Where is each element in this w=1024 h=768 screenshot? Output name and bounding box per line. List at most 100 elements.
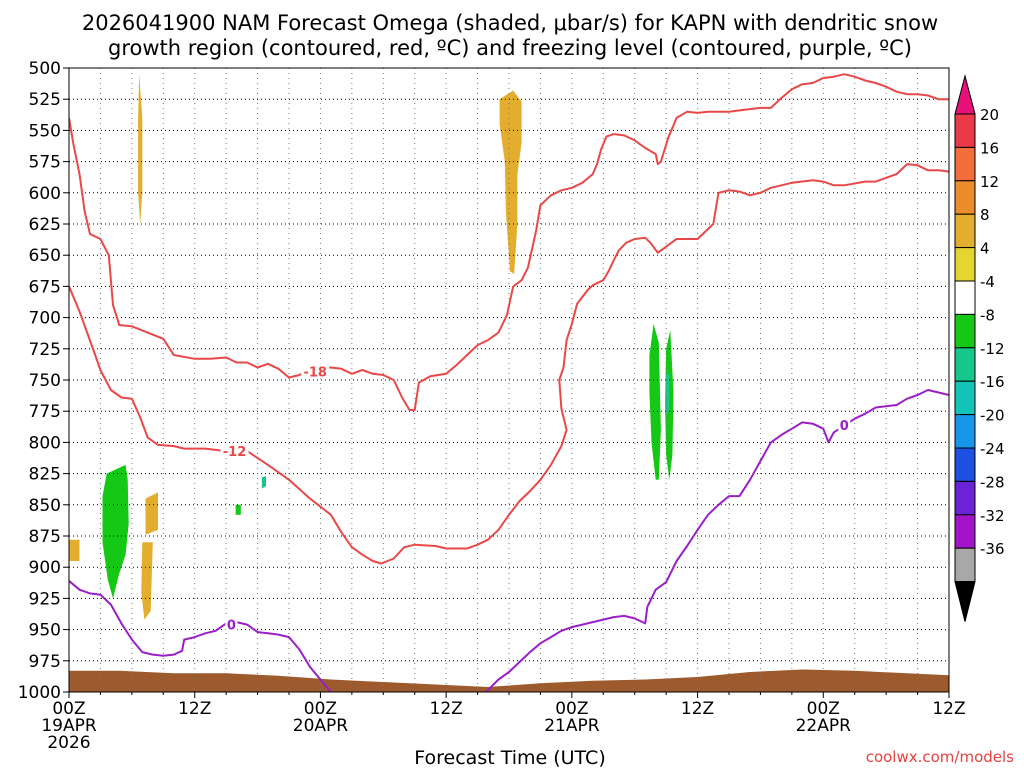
chart-title-line2: growth region (contoured, red, ºC) and f… — [108, 36, 912, 60]
contour-line-3 — [485, 389, 949, 692]
y-tick-label-525: 525 — [29, 90, 61, 110]
contour-label-2: 0 — [227, 619, 236, 634]
contour-label-1: -12 — [223, 445, 247, 460]
omega-region-7 — [223, 373, 278, 599]
colorbar-segment-2 — [954, 180, 976, 215]
colorbar-label-13: -36 — [980, 540, 1005, 558]
x-tick-label-0-0: 00Z — [52, 699, 85, 719]
y-tick-label-675: 675 — [29, 277, 61, 297]
colorbar-segment-9 — [954, 414, 976, 449]
y-tick-label-550: 550 — [29, 121, 61, 141]
colorbar-segment-8 — [954, 380, 976, 416]
y-tick-label-575: 575 — [29, 153, 61, 173]
omega-region-0 — [69, 68, 94, 187]
x-tick-label-84-0: 12Z — [932, 699, 965, 719]
x-tick-label-36-0: 12Z — [430, 699, 463, 719]
y-tick-label-900: 900 — [29, 558, 61, 578]
chart-title-line1: 2026041900 NAM Forecast Omega (shaded, μ… — [82, 11, 938, 35]
colorbar-label-12: -32 — [980, 507, 1005, 525]
omega-region-9 — [261, 476, 266, 489]
x-tick-label-24-1: 20APR — [293, 716, 349, 736]
colorbar-label-11: -28 — [980, 473, 1005, 491]
ground-layer — [69, 669, 949, 692]
y-tick-label-500: 500 — [29, 59, 61, 79]
omega-region-8 — [235, 504, 241, 515]
colorbar-label-10: -24 — [980, 440, 1005, 458]
colorbar-label-9: -20 — [980, 407, 1005, 425]
y-tick-label-600: 600 — [29, 184, 61, 204]
omega-region-2 — [69, 539, 80, 561]
y-tick-label-800: 800 — [29, 433, 61, 453]
credit-text: coolwx.com/models — [866, 748, 1014, 766]
x-tick-label-24-0: 00Z — [304, 699, 337, 719]
y-tick-label-950: 950 — [29, 621, 61, 641]
colorbar-segment-13 — [954, 547, 976, 583]
colorbar-bottom-arrow — [954, 581, 976, 622]
x-tick-label-0-1: 19APR — [41, 716, 97, 736]
colorbar-segment-6 — [954, 313, 976, 349]
contour-line-0 — [69, 73, 949, 411]
x-tick-label-48-1: 21APR — [544, 716, 600, 736]
colorbar-label-0: 20 — [980, 106, 999, 124]
colorbar-segment-5 — [954, 280, 976, 315]
x-tick-label-0-2: 2026 — [47, 733, 90, 753]
omega-region-4 — [141, 542, 153, 620]
y-tick-label-875: 875 — [29, 527, 61, 547]
colorbar-label-4: 4 — [980, 240, 990, 258]
contour-line-2 — [69, 580, 332, 692]
colorbar-top-arrow — [954, 74, 976, 115]
colorbar-label-5: -4 — [980, 273, 995, 291]
colorbar-label-2: 12 — [980, 173, 999, 191]
colorbar: 20 16 12 8 4 -4 -8 -12 -16 -20 -24 -28 -32 -36 — [954, 74, 1005, 622]
omega-shading — [69, 68, 811, 649]
colorbar-segment-7 — [954, 347, 976, 382]
contour-label-bg-2 — [225, 616, 238, 632]
contour-label-3: 0 — [840, 419, 849, 434]
x-tick-label-72-0: 00Z — [807, 699, 840, 719]
colorbar-segment-4 — [954, 247, 976, 282]
contour-label-bg-3 — [838, 416, 851, 432]
y-tick-label-750: 750 — [29, 371, 61, 391]
grid-lines — [69, 68, 949, 692]
colorbar-segment-10 — [954, 447, 976, 482]
omega-region-11 — [552, 529, 575, 649]
y-tick-label-825: 825 — [29, 465, 61, 485]
y-tick-label-650: 650 — [29, 246, 61, 266]
omega-region-10 — [499, 90, 522, 274]
y-tick-label-1000: 1000 — [18, 683, 61, 703]
y-tick-label-975: 975 — [29, 652, 61, 672]
x-tick-label-48-0: 00Z — [555, 699, 588, 719]
colorbar-label-6: -8 — [980, 306, 995, 324]
y-tick-label-925: 925 — [29, 589, 61, 609]
colorbar-label-7: -12 — [980, 340, 1005, 358]
contour-label-bg-1 — [220, 443, 249, 459]
y-tick-label-700: 700 — [29, 309, 61, 329]
omega-region-6 — [102, 464, 129, 599]
omega-region-16 — [797, 529, 811, 624]
y-axis: 500 525 550 575 600 625 650 675 700 725 750 775 800 8… — [18, 59, 69, 703]
x-tick-label-72-1: 22APR — [796, 716, 852, 736]
colorbar-label-3: 8 — [980, 206, 990, 224]
colorbar-segment-3 — [954, 213, 976, 249]
colorbar-segment-11 — [954, 480, 976, 516]
colorbar-segment-1 — [954, 146, 976, 182]
contour-label-bg-0 — [301, 363, 330, 379]
x-axis-label: Forecast Time (UTC) — [414, 747, 605, 768]
ground — [69, 669, 949, 692]
y-tick-label-625: 625 — [29, 215, 61, 235]
colorbar-segment-0 — [954, 113, 976, 148]
colorbar-label-1: 16 — [980, 139, 999, 157]
y-tick-label-850: 850 — [29, 496, 61, 516]
y-tick-label-775: 775 — [29, 402, 61, 422]
colorbar-label-8: -16 — [980, 373, 1005, 391]
omega-region-15 — [666, 373, 670, 415]
y-tick-label-725: 725 — [29, 340, 61, 360]
omega-region-13 — [649, 323, 661, 480]
x-tick-label-60-0: 12Z — [681, 699, 714, 719]
omega-region-3 — [145, 492, 158, 535]
contour-label-0: -18 — [303, 365, 327, 380]
omega-region-1 — [138, 74, 143, 224]
colorbar-segment-12 — [954, 514, 976, 549]
